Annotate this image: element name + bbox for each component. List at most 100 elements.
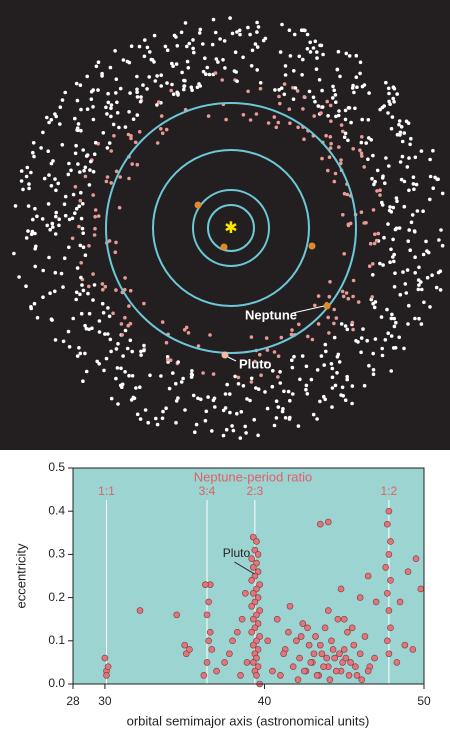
belt-object	[126, 132, 131, 137]
belt-object	[164, 340, 169, 345]
belt-object	[326, 168, 330, 173]
belt-object	[211, 398, 216, 403]
belt-object	[402, 346, 406, 351]
belt-object	[191, 393, 196, 398]
belt-object	[318, 399, 322, 404]
belt-object	[439, 228, 443, 232]
belt-object	[109, 181, 113, 185]
belt-object	[139, 353, 143, 357]
belt-object	[17, 275, 21, 279]
belt-object	[116, 342, 120, 346]
belt-object	[191, 38, 195, 42]
belt-object	[351, 327, 355, 332]
belt-object	[428, 157, 432, 162]
belt-object	[319, 354, 324, 358]
belt-object	[50, 318, 54, 322]
data-point	[334, 615, 342, 623]
data-point	[385, 507, 393, 515]
x-tick-label: 50	[417, 694, 431, 708]
belt-object	[77, 224, 81, 229]
belt-object	[351, 278, 356, 283]
belt-object	[105, 146, 110, 150]
belt-object	[397, 335, 402, 340]
belt-object	[390, 115, 395, 119]
belt-object	[74, 290, 79, 295]
belt-object	[138, 99, 143, 104]
belt-object	[113, 250, 118, 254]
belt-object	[135, 95, 140, 99]
belt-object	[328, 146, 333, 150]
belt-object	[102, 368, 106, 373]
belt-object	[73, 211, 77, 215]
belt-object	[419, 322, 424, 326]
belt-object	[371, 208, 376, 212]
belt-object	[293, 86, 298, 90]
belt-object	[241, 384, 246, 388]
belt-object	[287, 28, 292, 32]
belt-object	[243, 424, 247, 429]
belt-object	[87, 327, 91, 332]
belt-object	[411, 182, 416, 186]
data-point	[337, 585, 345, 593]
belt-object	[370, 295, 375, 299]
belt-object	[436, 270, 441, 275]
belt-object	[118, 86, 123, 91]
data-point	[285, 628, 292, 636]
data-point	[273, 615, 281, 623]
belt-object	[407, 228, 412, 232]
belt-object	[83, 351, 87, 356]
x-tick-label: 40	[258, 694, 272, 708]
data-point	[277, 672, 284, 679]
belt-object	[53, 289, 57, 294]
belt-object	[283, 64, 288, 68]
belt-object	[380, 346, 385, 351]
belt-object	[210, 42, 215, 47]
belt-object	[80, 283, 84, 287]
belt-object	[125, 59, 130, 64]
data-point	[243, 659, 251, 666]
belt-object	[128, 288, 133, 293]
belt-object	[321, 52, 325, 57]
data-point	[356, 650, 364, 658]
belt-object	[361, 327, 365, 331]
belt-object	[316, 322, 321, 326]
belt-object	[225, 382, 229, 387]
belt-object	[291, 97, 296, 101]
belt-object	[189, 85, 194, 90]
belt-object	[115, 366, 120, 370]
belt-object	[302, 137, 306, 141]
belt-object	[330, 375, 335, 380]
belt-object	[171, 64, 175, 68]
belt-object	[434, 285, 439, 290]
belt-object	[228, 392, 232, 396]
data-point	[387, 624, 394, 632]
belt-object	[119, 322, 124, 326]
belt-object	[26, 204, 31, 208]
belt-object	[176, 91, 180, 96]
belt-object	[12, 251, 16, 256]
belt-object	[278, 381, 283, 385]
belt-object	[313, 99, 317, 104]
belt-object	[164, 127, 169, 132]
belt-object	[347, 54, 352, 58]
belt-object	[339, 393, 343, 397]
belt-object	[367, 363, 371, 368]
belt-object	[367, 264, 372, 269]
belt-object	[372, 305, 377, 310]
belt-object	[67, 345, 72, 349]
data-point	[234, 628, 241, 636]
belt-object	[81, 288, 86, 293]
belt-object	[276, 405, 281, 409]
belt-object	[32, 301, 37, 306]
data-point	[269, 667, 276, 675]
belt-object	[339, 123, 344, 127]
data-point	[384, 520, 391, 528]
belt-object	[85, 74, 89, 79]
orbit	[207, 204, 255, 252]
belt-object	[392, 100, 396, 104]
belt-object	[249, 376, 254, 381]
belt-object	[197, 31, 202, 35]
belt-object	[246, 25, 250, 30]
belt-object	[96, 214, 101, 218]
belt-object	[283, 416, 288, 420]
